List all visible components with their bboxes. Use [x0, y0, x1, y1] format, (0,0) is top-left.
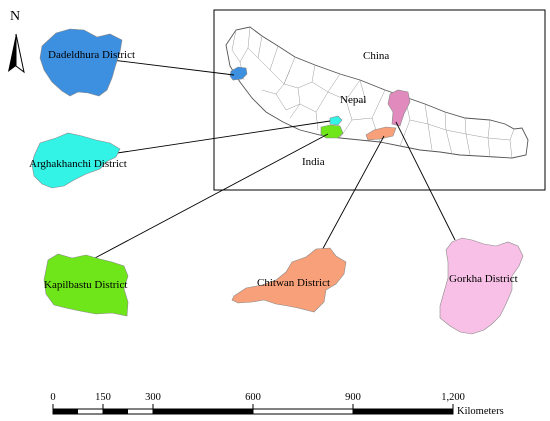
inset-map-frame — [213, 9, 546, 191]
label-arghakhanchi-district: Arghakhanchi District — [29, 158, 127, 170]
district-shape-kapilbastu — [43, 253, 129, 317]
label-india: India — [302, 156, 325, 168]
leader-arghakhanchi — [103, 120, 331, 156]
label-chitwan-district: Chitwan District — [257, 277, 330, 289]
label-china: China — [363, 50, 389, 62]
leader-dadeldhura — [111, 59, 235, 76]
district-shape-arghakhanchi — [31, 132, 121, 189]
scale-tick-0: 0 — [50, 392, 55, 403]
label-nepal: Nepal — [340, 94, 366, 106]
scale-tick-300: 300 — [145, 392, 161, 403]
inset-chitwan — [365, 126, 397, 141]
north-letter: N — [10, 9, 20, 24]
scale-bar: 0 150 300 600 900 1,200 Kilometers — [50, 392, 503, 417]
inset-dadeldhura — [229, 66, 248, 81]
district-shape-chitwan — [231, 247, 347, 313]
scale-unit-label: Kilometers — [457, 406, 504, 417]
district-shape-gorkha — [439, 237, 524, 335]
inset-arghakhanchi — [329, 115, 343, 126]
scale-tick-150: 150 — [95, 392, 111, 403]
scale-tick-900: 900 — [345, 392, 361, 403]
leader-chitwan — [319, 135, 385, 255]
leader-gorkha — [395, 121, 456, 241]
district-shape-dadeldhura — [39, 28, 123, 97]
label-kapilbastu-district: Kapilbastu District — [44, 279, 127, 291]
label-gorkha-district: Gorkha District — [449, 273, 518, 285]
scale-tick-600: 600 — [245, 392, 261, 403]
leader-kapilbastu — [94, 133, 329, 259]
scale-tick-1200: 1,200 — [441, 392, 465, 403]
north-arrow-icon: N — [8, 9, 25, 74]
inset-gorkha — [387, 89, 411, 127]
label-dadeldhura-district: Dadeldhura District — [48, 49, 135, 61]
